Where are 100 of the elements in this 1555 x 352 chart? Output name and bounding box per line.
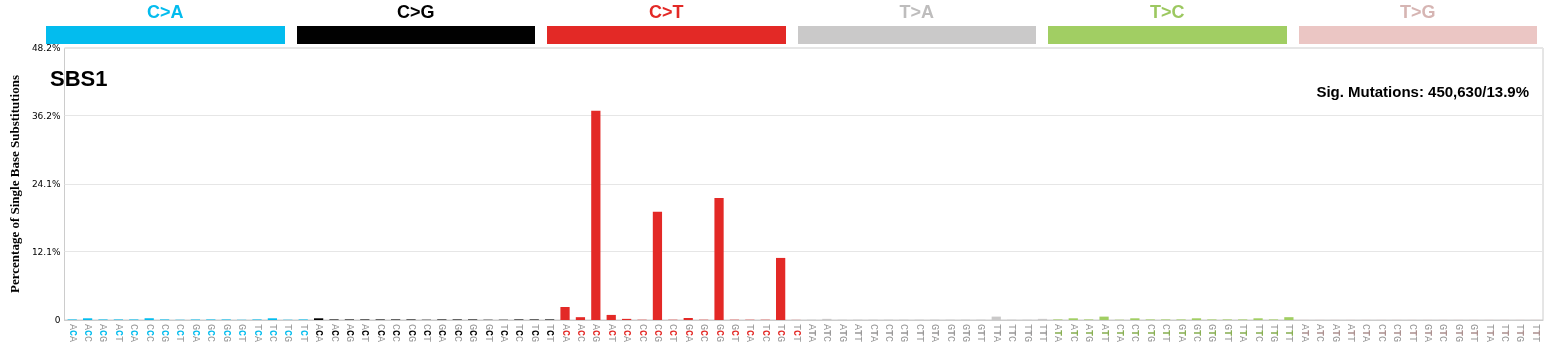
x-tick-label: ATT — [1344, 324, 1356, 343]
bar — [1284, 317, 1294, 320]
x-tick-label: CCG — [651, 324, 663, 343]
x-tick-label: ATA — [805, 324, 817, 343]
x-tick-label: ATG — [1329, 324, 1341, 343]
x-tick-label: GTG — [959, 324, 971, 343]
x-tick-label: TCG — [528, 324, 540, 343]
x-tick-label: TCT — [790, 324, 802, 343]
x-tick-label: TTC — [1006, 324, 1018, 343]
x-tick-label: TTA — [1237, 324, 1249, 343]
x-tick-label: ACG — [590, 324, 602, 343]
y-tick-label: 12.1% — [31, 246, 61, 257]
x-tick-label: CTT — [1406, 324, 1418, 343]
x-tick-label: GTT — [1221, 324, 1233, 343]
y-tick-label: 24.1% — [31, 179, 61, 189]
bar — [591, 110, 601, 320]
x-tick-label: GTG — [1206, 324, 1218, 343]
x-tick-label: ACA — [559, 324, 571, 343]
bar — [575, 317, 586, 320]
text: SBS1 — [50, 65, 108, 91]
x-tick-label: ATC — [1314, 324, 1326, 343]
x-tick-label: TCA — [251, 324, 263, 343]
x-tick-label: GTC — [944, 324, 956, 343]
x-tick-label: CCC — [390, 324, 402, 343]
x-tick-label: GCA — [436, 324, 448, 343]
x-tick-label: CCT — [667, 324, 679, 343]
x-tick-label: ACC — [574, 324, 586, 343]
text: C>A — [146, 2, 185, 24]
x-tick-label: TCC — [513, 324, 525, 343]
bar — [714, 198, 724, 320]
x-tick-label: GCC — [698, 324, 710, 343]
x-tick-label: CTG — [1144, 324, 1156, 343]
x-tick-label: CTG — [898, 324, 910, 343]
x-tick-label: TTA — [990, 324, 1002, 343]
x-tick-label: TTG — [1021, 324, 1033, 343]
x-tick-label: CTT — [1160, 324, 1172, 343]
x-tick-label: TCT — [544, 324, 556, 343]
x-tick-label: GTA — [929, 324, 941, 343]
x-tick-label: TTG — [1267, 324, 1279, 343]
bar — [1099, 316, 1109, 320]
x-tick-label: ACT — [359, 324, 371, 343]
x-tick-label: GCT — [728, 324, 740, 343]
x-tick-label: TTT — [1283, 324, 1295, 343]
text: C>T — [648, 2, 685, 24]
x-tick-label: ACG — [343, 324, 355, 343]
x-tick-label: GTC — [1437, 324, 1449, 343]
x-tick-label: GCT — [482, 324, 494, 343]
x-tick-label: CTA — [867, 324, 879, 343]
y-axis-title: Percentage of Single Base Substitutions — [7, 75, 22, 293]
y-tick-label: 48.2% — [31, 43, 61, 53]
x-tick-label: GCA — [682, 324, 694, 343]
x-tick-label: CTC — [1375, 324, 1387, 343]
x-tick-label: GTA — [1175, 324, 1187, 343]
x-tick-label: CTT — [913, 324, 925, 343]
x-tick-label: CCA — [374, 324, 386, 343]
x-tick-label: ATC — [1067, 324, 1079, 343]
x-tick-label: GTG — [1452, 324, 1464, 343]
bar — [606, 314, 616, 320]
text: T>G — [1399, 2, 1437, 24]
x-tick-label: CCC — [636, 324, 648, 343]
bar — [560, 307, 570, 320]
x-tick-label: ATA — [1052, 324, 1064, 343]
x-tick-label: ACT — [605, 324, 617, 343]
x-tick-label: CTA — [1113, 324, 1125, 343]
y-tick-label: 36.2% — [31, 110, 61, 121]
x-tick-label: TTC — [1252, 324, 1264, 343]
x-tick-label: TCG — [282, 324, 294, 343]
x-tick-label: GTT — [1468, 324, 1480, 343]
annotation: Sig. Mutations: 450,630/13.9% — [1316, 82, 1529, 100]
x-tick-label: GTA — [1421, 324, 1433, 343]
x-tick-label: TCA — [497, 324, 509, 343]
bar — [776, 257, 786, 320]
x-tick-label: GTT — [975, 324, 987, 343]
text: C>G — [396, 2, 436, 24]
x-tick-label: TCG — [775, 324, 787, 343]
x-tick-label: GTC — [1190, 324, 1202, 343]
x-tick-label: CCA — [621, 324, 633, 343]
x-tick-label: CTC — [1129, 324, 1141, 343]
x-tick-label: ATG — [836, 324, 848, 343]
x-tick-label: GCG — [467, 324, 479, 343]
x-tick-label: ATC — [821, 324, 833, 343]
x-tick-label: TCC — [759, 324, 771, 343]
x-tick-label: TCT — [297, 324, 309, 343]
bar — [652, 211, 663, 320]
text: T>C — [1149, 2, 1186, 24]
x-tick-label: TCA — [744, 324, 756, 343]
x-tick-label: TTA — [1483, 324, 1495, 343]
x-tick-label: CCT — [420, 324, 432, 343]
x-tick-label: TCC — [266, 324, 278, 343]
x-tick-label: TTG — [1514, 324, 1526, 343]
x-tick-label: CTG — [1391, 324, 1403, 343]
x-tick-label: TTT — [1529, 324, 1541, 343]
x-tick-label: GCC — [451, 324, 463, 343]
x-tick-label: CTC — [882, 324, 894, 343]
x-tick-label: ATA — [1298, 324, 1310, 343]
y-tick-label: 0 — [54, 315, 61, 325]
x-tick-label: ATG — [1083, 324, 1095, 343]
x-tick-label: CTA — [1360, 324, 1372, 343]
x-tick-label: TTC — [1499, 324, 1510, 343]
x-tick-label: ATT — [852, 324, 864, 343]
